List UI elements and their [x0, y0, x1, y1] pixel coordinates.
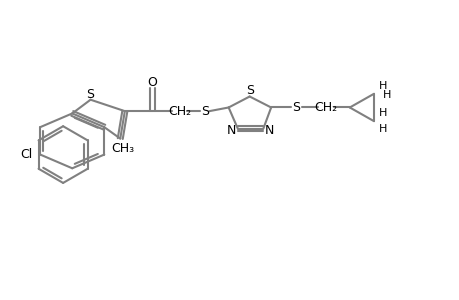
- Text: H: H: [382, 90, 390, 100]
- Text: H: H: [378, 124, 386, 134]
- Text: CH₂: CH₂: [314, 101, 337, 114]
- Text: O: O: [147, 76, 157, 89]
- Text: H: H: [378, 108, 386, 118]
- Text: S: S: [86, 88, 95, 101]
- Text: S: S: [291, 101, 300, 114]
- Text: S: S: [245, 84, 253, 97]
- Text: Cl: Cl: [20, 148, 32, 161]
- Text: N: N: [226, 124, 235, 137]
- Text: CH₃: CH₃: [111, 142, 134, 155]
- Text: N: N: [264, 124, 274, 137]
- Text: CH₂: CH₂: [168, 105, 191, 118]
- Text: S: S: [201, 105, 208, 118]
- Text: H: H: [378, 80, 386, 91]
